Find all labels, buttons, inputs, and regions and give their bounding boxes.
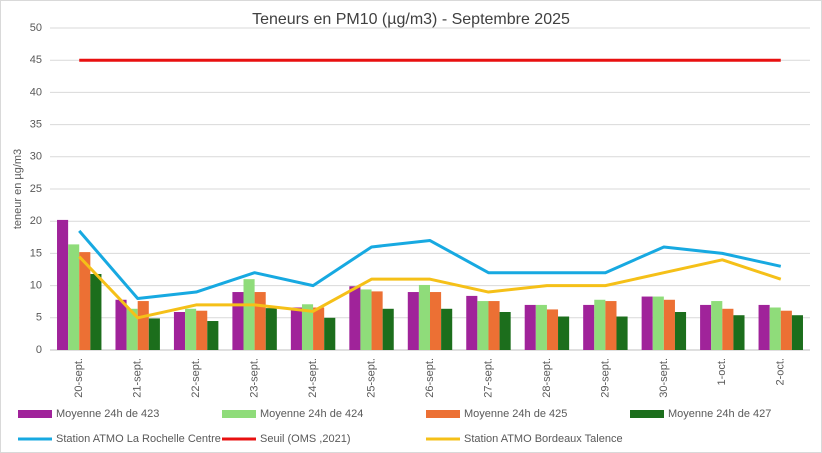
y-tick-label: 35	[30, 119, 42, 131]
legend-label: Station ATMO La Rochelle Centre	[56, 433, 221, 445]
legend-label: Moyenne 24h de 424	[260, 408, 363, 420]
line	[78, 229, 782, 300]
bar	[722, 308, 734, 350]
chart-title: Teneurs en PM10 (µg/m3) - Septembre 2025	[252, 11, 570, 28]
legend-swatch	[222, 410, 256, 418]
x-tick-label: 2-oct.	[775, 358, 787, 386]
bar	[733, 315, 745, 350]
bar	[126, 308, 138, 350]
bar	[466, 295, 478, 350]
bar	[477, 301, 489, 350]
bar	[137, 301, 149, 350]
y-tick-label: 45	[30, 54, 42, 66]
bar	[290, 307, 302, 350]
bar	[641, 296, 653, 350]
x-tick-label: 28-sept.	[541, 358, 553, 398]
bar	[418, 284, 430, 350]
y-tick-label: 50	[30, 22, 42, 34]
bar	[546, 309, 559, 350]
bar	[700, 304, 712, 350]
x-tick-label: 21-sept.	[132, 358, 144, 398]
x-tick-label: 23-sept.	[249, 358, 261, 398]
bar	[441, 308, 453, 350]
legend-swatch	[630, 410, 664, 418]
legend-label: Moyenne 24h de 427	[668, 408, 771, 420]
bar	[758, 304, 770, 350]
bar	[780, 310, 792, 350]
y-axis-title: teneur en µg/m3	[12, 149, 24, 229]
legend-label: Station ATMO Bordeaux Talence	[464, 433, 623, 445]
bar	[196, 310, 208, 350]
y-tick-label: 0	[36, 344, 42, 356]
bar	[616, 316, 628, 350]
bar	[594, 299, 606, 350]
legend-label: Moyenne 24h de 425	[464, 408, 567, 420]
bar	[57, 219, 69, 350]
x-tick-label: 25-sept.	[365, 358, 377, 398]
bar	[324, 317, 336, 350]
bar	[207, 321, 219, 350]
legend-swatch	[18, 410, 52, 418]
bar	[769, 307, 781, 350]
legend-swatch	[426, 410, 460, 418]
bar	[173, 312, 186, 350]
legend-label: Moyenne 24h de 423	[56, 408, 159, 420]
bar	[243, 279, 255, 350]
bar	[265, 308, 277, 350]
bar	[430, 292, 442, 350]
bar	[407, 292, 419, 350]
bar	[68, 244, 80, 350]
x-tick-label: 27-sept.	[482, 358, 494, 398]
y-tick-label: 30	[30, 151, 42, 163]
x-tick-label: 30-sept.	[658, 358, 670, 398]
bar	[488, 301, 500, 350]
bar	[674, 312, 687, 350]
y-tick-label: 10	[30, 280, 42, 292]
legend-label: Seuil (OMS ,2021)	[260, 433, 350, 445]
y-tick-label: 5	[36, 312, 42, 324]
bar	[558, 316, 570, 350]
bar	[605, 301, 617, 350]
y-tick-label: 15	[30, 247, 42, 259]
bar	[90, 274, 102, 350]
x-tick-label: 1-oct.	[716, 358, 728, 386]
bar	[301, 304, 314, 350]
bar	[583, 304, 595, 350]
y-tick-label: 40	[30, 86, 42, 98]
bar	[791, 315, 803, 350]
x-tick-label: 22-sept.	[190, 358, 202, 398]
x-tick-label: 20-sept.	[73, 358, 85, 398]
line	[78, 255, 782, 320]
bar	[382, 308, 394, 350]
y-tick-label: 25	[30, 183, 42, 195]
bar	[711, 301, 723, 350]
bar	[663, 299, 675, 350]
x-tick-label: 24-sept.	[307, 358, 319, 398]
y-tick-label: 20	[30, 215, 42, 227]
bar	[313, 307, 325, 350]
bar	[349, 286, 361, 350]
bar	[254, 292, 266, 350]
bar	[148, 318, 160, 350]
bar	[232, 292, 244, 350]
bar	[371, 291, 383, 350]
bar	[499, 312, 511, 350]
bar	[524, 304, 536, 350]
bar	[185, 308, 197, 350]
bar	[652, 296, 664, 350]
bar	[535, 304, 547, 350]
bar	[115, 299, 127, 350]
x-tick-label: 29-sept.	[599, 358, 611, 398]
x-tick-label: 26-sept.	[424, 358, 436, 398]
bar	[360, 289, 372, 350]
bar	[79, 252, 91, 350]
